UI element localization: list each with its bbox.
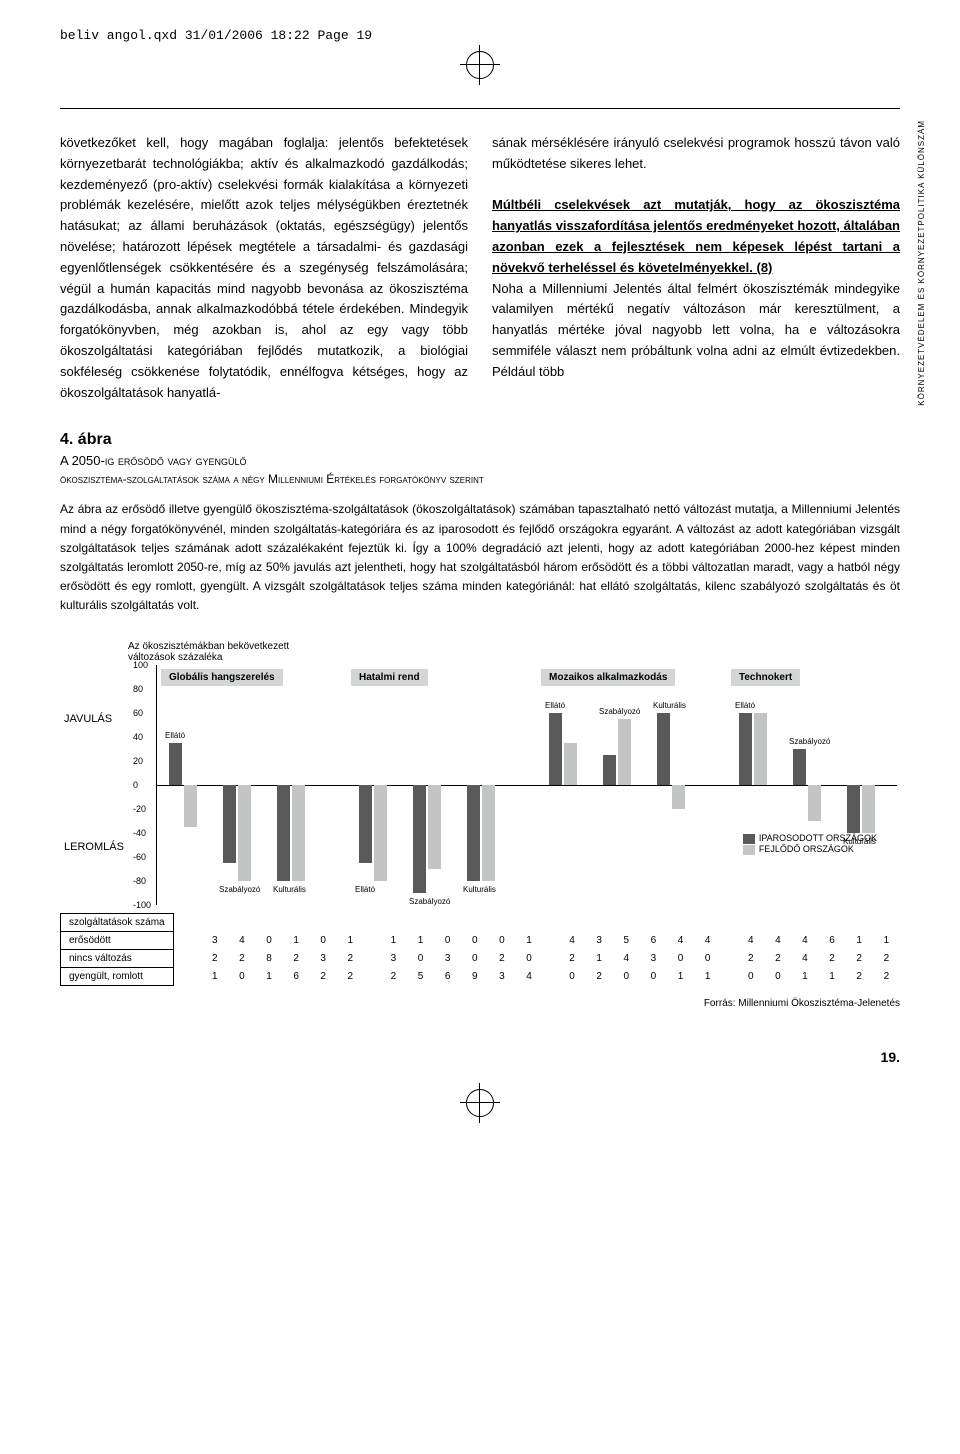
column-left: következőket kell, hogy magában foglalja… <box>60 133 468 403</box>
data-table: szolgáltatások számaerősödött34010111000… <box>60 913 900 986</box>
column-right: sának mérséklésére irányuló cselekvési p… <box>492 133 900 403</box>
y-axis-title: Az ökoszisztémákban bekövetkezettváltozá… <box>128 641 900 663</box>
axis-label-improve: JAVULÁS <box>64 713 112 725</box>
figure-caption: Az ábra az erősödő illetve gyengülő ökos… <box>60 500 900 615</box>
side-vertical-text: KÖRNYEZETVÉDELEM ÉS KÖRNYEZETPOLITIKA KÜ… <box>917 120 926 406</box>
chart-group-title: Technokert <box>731 669 800 686</box>
col-right-top: sának mérséklésére irányuló cselekvési p… <box>492 135 900 171</box>
page-number: 19. <box>60 1049 900 1065</box>
chart-group-title: Globális hangszerelés <box>161 669 283 686</box>
chart-group-title: Mozaikos alkalmazkodás <box>541 669 675 686</box>
figure-subtitle-1: A 2050-ig erősödő vagy gyengülő <box>60 453 900 468</box>
chart-group-title: Hatalmi rend <box>351 669 428 686</box>
chart-container: Az ökoszisztémákban bekövetkezettváltozá… <box>60 641 900 1009</box>
registration-mark-top <box>60 51 900 84</box>
figure-subtitle-2: ökoszisztéma-szolgáltatások száma a négy… <box>60 472 900 486</box>
file-header: beliv angol.qxd 31/01/2006 18:22 Page 19 <box>60 28 900 43</box>
figure-source: Forrás: Millenniumi Ökoszisztéma-Jelenet… <box>60 998 900 1009</box>
body-columns: következőket kell, hogy magában foglalja… <box>60 133 900 403</box>
figure-number: 4. ábra <box>60 431 900 449</box>
axis-label-degrade: LEROMLÁS <box>64 841 124 853</box>
registration-mark-bottom <box>60 1089 900 1122</box>
bar-chart: JAVULÁS LEROMLÁS -100-80-60-40-200204060… <box>128 665 900 905</box>
emphasis-block: Múltbéli cselekvések azt mutatják, hogy … <box>492 197 900 274</box>
plot-area: -100-80-60-40-20020406080100Globális han… <box>156 665 897 905</box>
divider <box>60 108 900 109</box>
col-right-rest: Noha a Millenniumi Jelentés által felmér… <box>492 281 900 379</box>
